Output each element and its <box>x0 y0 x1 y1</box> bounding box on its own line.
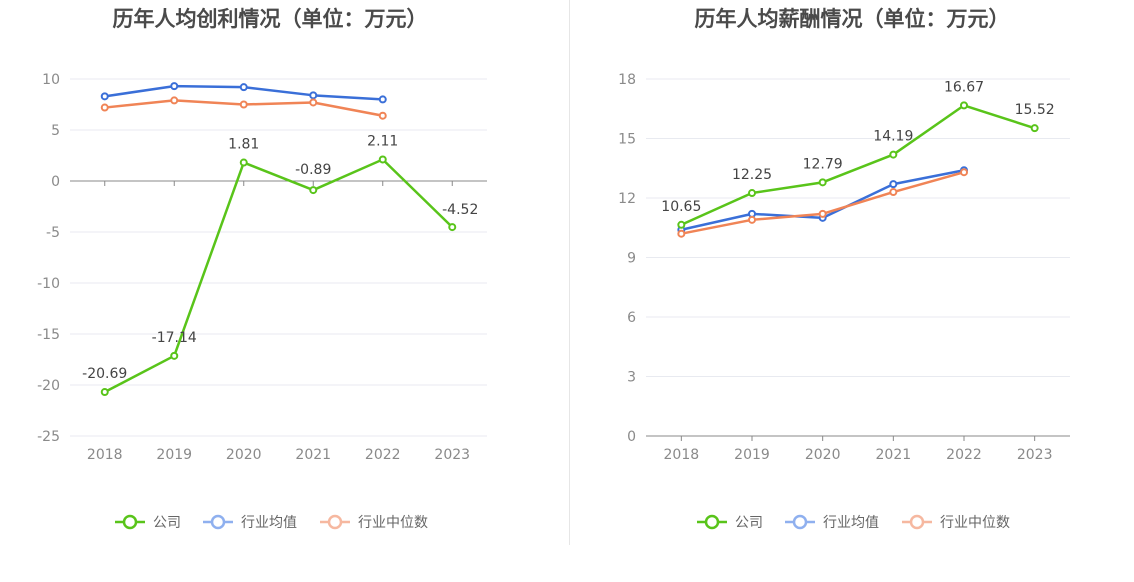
profit-company-point <box>100 388 109 397</box>
profit-y-tick-label: -5 <box>46 225 60 241</box>
panel-divider <box>569 0 570 545</box>
profit-company-point <box>378 155 387 164</box>
profit-x-tick-label: 2021 <box>295 447 331 463</box>
salary-company-data-label: 12.79 <box>803 156 843 172</box>
profit-industry-median-point <box>309 98 318 107</box>
profit-y-tick-label: 10 <box>42 72 60 88</box>
profit-industry-avg-point <box>378 95 387 104</box>
profit-company-data-label: -17.14 <box>152 330 197 346</box>
salary-legend-marker-industry-median <box>909 514 925 530</box>
profit-industry-avg-point <box>239 83 248 92</box>
profit-company-line <box>104 158 454 394</box>
profit-x-tick-label: 2023 <box>434 447 470 463</box>
profit-y-tick-label: 5 <box>51 123 60 139</box>
salary-x-tick-label: 2023 <box>1017 447 1053 463</box>
profit-per-capita-chart: 历年人均创利情况（单位：万元） 10 5 0 -5 -10 -15 -20 -25 2018 201… <box>37 7 487 531</box>
salary-x-tick-label: 2020 <box>805 447 841 463</box>
profit-company-point <box>239 158 248 167</box>
salary-company-point <box>677 220 686 229</box>
profit-company-point <box>309 186 318 195</box>
salary-legend-label-industry-avg: 行业均值 <box>823 515 879 531</box>
salary-y-tick-label: 3 <box>627 370 636 386</box>
profit-legend-label-company: 公司 <box>153 515 181 531</box>
profit-company-point <box>170 351 179 360</box>
profit-y-tick-label: -25 <box>37 429 60 445</box>
profit-company-data-label: -4.52 <box>442 202 478 218</box>
profit-chart-svg: 历年人均创利情况（单位：万元） 10 5 0 -5 -10 -15 -20 -25 2018 201… <box>37 7 487 531</box>
profit-company-point <box>448 223 457 232</box>
profit-industry-avg-point <box>100 92 109 101</box>
salary-industry-median-point <box>818 209 827 218</box>
salary-industry-median-point <box>677 229 686 238</box>
profit-company-data-label: 1.81 <box>228 137 259 153</box>
salary-industry-median-point <box>889 188 898 197</box>
profit-industry-median-point <box>100 103 109 112</box>
profit-legend-label-industry-median: 行业中位数 <box>358 515 428 531</box>
salary-legend-marker-company <box>704 514 720 530</box>
profit-y-tick-label: -10 <box>37 276 60 292</box>
profit-company-data-label: -20.69 <box>82 366 127 382</box>
salary-industry-median-point <box>748 215 756 224</box>
salary-company-point <box>889 150 898 159</box>
salary-chart-svg: 历年人均薪酬情况（单位：万元） 18 15 12 9 6 3 0 2018 2019 2020 202… <box>618 7 1070 531</box>
salary-company-data-label: 15.52 <box>1015 102 1055 118</box>
salary-per-capita-chart: 历年人均薪酬情况（单位：万元） 18 15 12 9 6 3 0 2018 2019 2020 202… <box>567 0 1134 582</box>
salary-x-tick-label: 2018 <box>664 447 700 463</box>
salary-y-tick-label: 18 <box>618 72 636 88</box>
profit-chart-title: 历年人均创利情况（单位：万元） <box>113 7 428 31</box>
profit-legend-marker-company <box>122 514 138 530</box>
salary-company-point <box>960 101 968 110</box>
profit-industry-median-point <box>170 96 179 105</box>
profit-company-data-label: 2.11 <box>367 133 398 149</box>
profit-x-tick-label: 2022 <box>365 447 401 463</box>
profit-x-tick-label: 2020 <box>226 447 262 463</box>
profit-industry-avg-point <box>170 82 179 91</box>
profit-y-tick-label: -20 <box>37 378 60 394</box>
salary-company-point <box>748 189 756 198</box>
salary-company-data-label: 14.19 <box>873 129 913 145</box>
salary-industry-median-point <box>960 168 968 177</box>
salary-y-tick-label: 6 <box>627 310 636 326</box>
salary-y-tick-label: 12 <box>618 191 636 207</box>
salary-legend-label-industry-median: 行业中位数 <box>940 515 1010 531</box>
salary-company-point <box>1030 124 1039 133</box>
salary-company-data-label: 16.67 <box>944 79 984 95</box>
profit-industry-median-point <box>239 100 248 109</box>
profit-x-tick-label: 2019 <box>156 447 192 463</box>
salary-industry-avg-point <box>889 180 898 189</box>
profit-industry-median-point <box>378 111 387 120</box>
profit-legend-marker-industry-median <box>327 514 343 530</box>
salary-x-tick-label: 2022 <box>946 447 982 463</box>
profit-industry-avg-point <box>309 91 318 100</box>
profit-company-data-label: -0.89 <box>295 162 331 178</box>
salary-company-line <box>680 104 1036 226</box>
salary-company-point <box>818 178 827 187</box>
salary-y-tick-label: 0 <box>627 429 636 445</box>
profit-y-tick-label: 0 <box>51 174 60 190</box>
salary-y-tick-label: 9 <box>627 251 636 267</box>
salary-x-tick-label: 2019 <box>734 447 770 463</box>
salary-legend-marker-industry-avg <box>792 514 808 530</box>
salary-chart-title: 历年人均薪酬情况（单位：万元） <box>695 7 1010 31</box>
salary-x-tick-label: 2021 <box>876 447 912 463</box>
profit-x-tick-label: 2018 <box>87 447 123 463</box>
profit-legend-marker-industry-avg <box>210 514 226 530</box>
profit-legend-label-industry-avg: 行业均值 <box>241 515 297 531</box>
salary-company-data-label: 12.25 <box>732 167 772 183</box>
salary-company-data-label: 10.65 <box>661 199 701 215</box>
salary-legend-label-company: 公司 <box>735 515 763 531</box>
salary-y-tick-label: 15 <box>618 132 636 148</box>
profit-y-tick-label: -15 <box>37 327 60 343</box>
